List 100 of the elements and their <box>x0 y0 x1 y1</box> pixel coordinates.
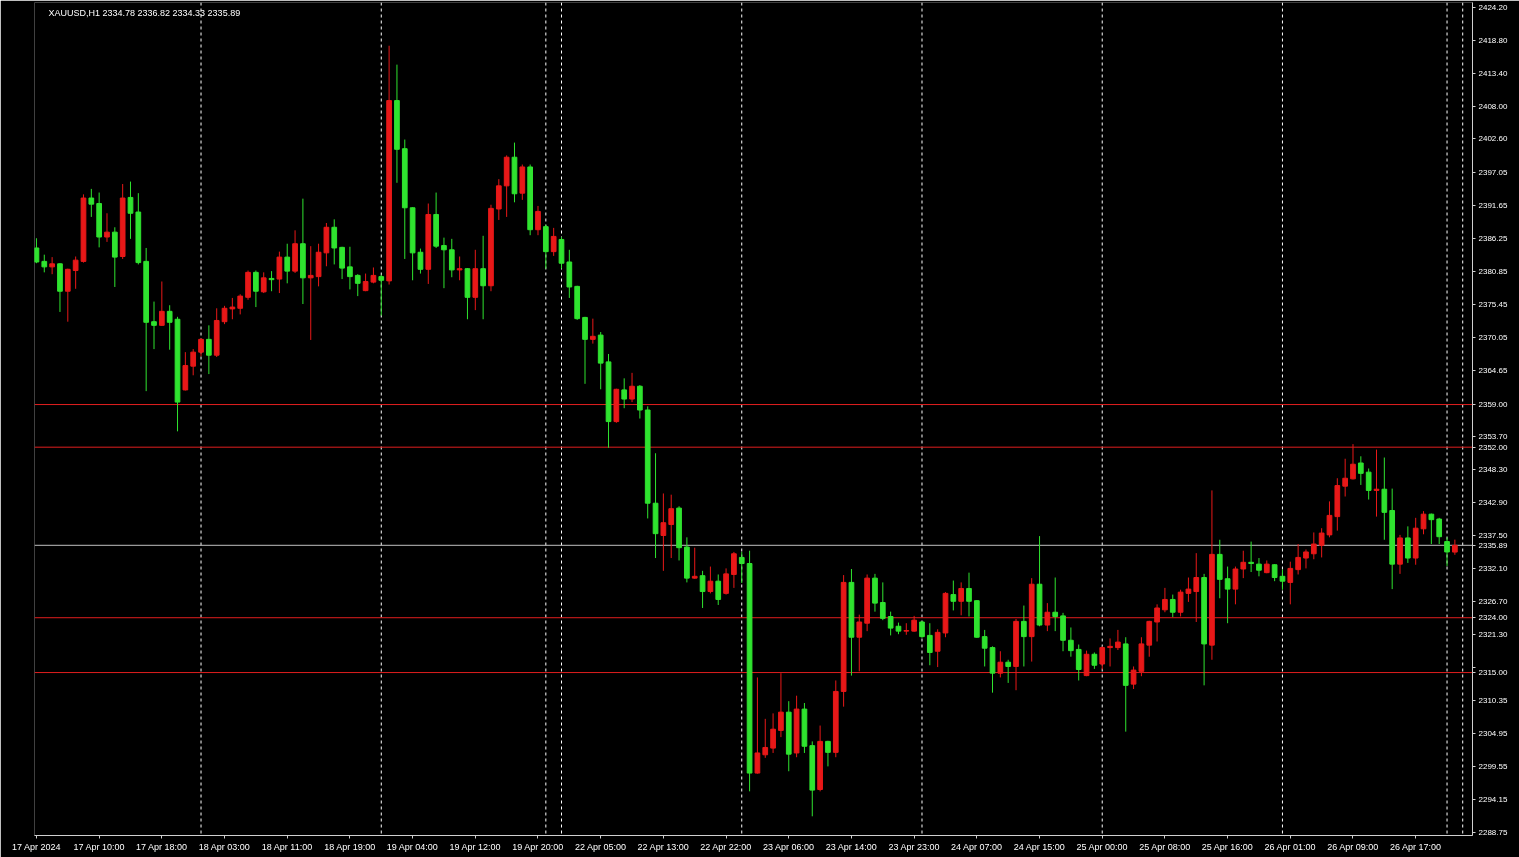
candlestick <box>825 740 831 767</box>
ref-line-label: 2352.00 <box>1478 442 1508 452</box>
candlestick <box>1365 467 1372 501</box>
candlestick <box>237 293 244 315</box>
y-tick-label: 2386.25 <box>1478 234 1508 244</box>
candlestick <box>738 551 745 584</box>
candlestick <box>1005 659 1012 684</box>
candlestick <box>88 188 95 218</box>
y-tick-label: 2364.65 <box>1478 365 1508 375</box>
candlestick <box>1248 541 1254 573</box>
x-tick-label: 23 Apr 14:00 <box>825 841 877 852</box>
x-tick-label: 25 Apr 16:00 <box>1201 841 1253 852</box>
candlestick <box>354 273 361 297</box>
x-tick-label: 22 Apr 22:00 <box>700 841 752 852</box>
candlestick <box>926 622 933 666</box>
x-tick-label: 26 Apr 17:00 <box>1389 841 1441 852</box>
y-tick-label: 2337.50 <box>1478 531 1508 540</box>
candlestick <box>981 629 988 667</box>
candlestick <box>762 718 769 759</box>
x-tick-label: 24 Apr 15:00 <box>1013 841 1065 852</box>
y-tick-label: 2413.40 <box>1478 68 1508 78</box>
candlestick <box>1052 577 1059 632</box>
candlestick <box>966 572 972 618</box>
x-tick-label: 22 Apr 05:00 <box>574 841 626 852</box>
x-tick-label: 19 Apr 04:00 <box>386 841 438 852</box>
y-tick-label: 2397.05 <box>1478 168 1508 178</box>
ref-line-label: 2335.89 <box>1478 540 1508 550</box>
ref-line-label: 2315.00 <box>1478 668 1508 678</box>
x-tick-label: 26 Apr 09:00 <box>1327 841 1379 852</box>
candlestick <box>1240 550 1247 579</box>
candlestick <box>331 218 338 265</box>
y-tick-label: 2424.20 <box>1478 2 1508 12</box>
y-tick-label: 2332.10 <box>1478 563 1508 573</box>
x-tick-label: 17 Apr 10:00 <box>73 841 125 852</box>
candlestick <box>253 270 259 308</box>
candlestick <box>1295 543 1301 575</box>
candlestick <box>950 580 957 611</box>
candlestick <box>339 246 345 280</box>
y-tick-label: 2288.75 <box>1478 827 1508 837</box>
candlestick <box>1115 629 1121 651</box>
candlestick <box>699 570 706 609</box>
x-tick-label: 19 Apr 12:00 <box>449 841 501 852</box>
y-tick-label: 2342.90 <box>1478 498 1508 508</box>
x-tick-label: 25 Apr 08:00 <box>1139 841 1191 852</box>
candlestick <box>1420 510 1427 535</box>
candlestick <box>1381 457 1388 541</box>
candlestick <box>1405 525 1411 564</box>
candlestick <box>1357 455 1364 486</box>
candlestick <box>1452 539 1458 556</box>
candlestick <box>480 235 486 320</box>
candlestick <box>879 581 886 621</box>
y-tick-label: 2408.00 <box>1478 101 1508 111</box>
candlestick <box>260 271 267 294</box>
candlestick <box>1224 566 1231 624</box>
x-tick-label: 25 Apr 00:00 <box>1076 841 1128 852</box>
candlestick <box>448 238 455 278</box>
candlestick <box>723 567 729 596</box>
candlestick <box>1342 458 1349 498</box>
candlestick <box>1256 557 1262 577</box>
candlestick <box>495 178 502 221</box>
x-tick-label: 18 Apr 11:00 <box>261 841 313 852</box>
candlestick <box>660 492 667 572</box>
candlestick <box>1373 449 1380 518</box>
candlestick <box>64 268 71 323</box>
candlestick <box>206 324 212 375</box>
candlestick <box>637 384 643 420</box>
y-tick-label: 2380.85 <box>1478 266 1508 276</box>
x-tick-label: 17 Apr 18:00 <box>136 841 188 852</box>
candlestick <box>378 274 385 317</box>
candlestick <box>550 227 557 257</box>
y-tick-label: 2375.45 <box>1478 299 1508 309</box>
y-tick-label: 2418.80 <box>1478 35 1508 45</box>
candlestick <box>1287 561 1294 605</box>
candlestick <box>1310 531 1317 560</box>
x-tick-label: 17 Apr 2024 <box>11 841 61 852</box>
candlestick <box>1232 566 1239 605</box>
x-tick-label: 18 Apr 19:00 <box>324 841 376 852</box>
candlestick <box>34 237 40 264</box>
ref-line-label: 2324.00 <box>1478 613 1508 623</box>
candlestick <box>958 581 965 616</box>
candlestick <box>1021 605 1027 667</box>
candlestick <box>1075 644 1082 681</box>
candlestick <box>590 318 596 345</box>
candlestick <box>1099 645 1106 671</box>
candlestick <box>1107 637 1113 667</box>
x-tick-label: 26 Apr 01:00 <box>1264 841 1316 852</box>
candlestick <box>621 377 628 409</box>
candlestick <box>1169 594 1176 618</box>
y-tick-label: 2402.60 <box>1478 134 1508 144</box>
candlestick <box>307 245 314 341</box>
candlestick <box>158 280 165 327</box>
candlestick <box>1428 513 1435 545</box>
candlestick <box>268 270 275 292</box>
y-tick-label: 2370.05 <box>1478 332 1508 342</box>
candlestick <box>441 237 447 289</box>
x-tick-label: 23 Apr 06:00 <box>762 841 815 852</box>
text: XAUUSD,H1 2334.78 2336.82 2334.33 2335.89 <box>48 7 241 18</box>
candlestick <box>166 304 173 351</box>
candlestick <box>731 551 737 589</box>
y-tick-label: 2304.95 <box>1478 729 1508 739</box>
